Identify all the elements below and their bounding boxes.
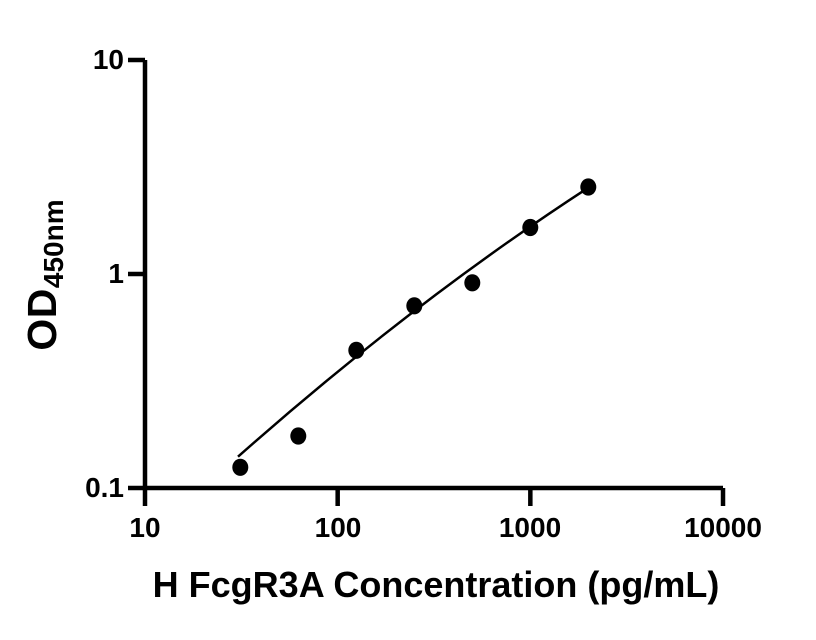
x-axis-title: H FcgR3A Concentration (pg/mL) <box>152 564 720 605</box>
data-point <box>406 297 423 315</box>
data-point <box>580 178 597 196</box>
axes-frame <box>142 60 723 491</box>
y-axis-title-main: OD <box>19 288 65 351</box>
data-point <box>290 427 307 445</box>
y-tick-label-0p1: 0.1 <box>85 472 124 503</box>
data-point <box>348 341 365 359</box>
x-tick-label-100: 100 <box>314 512 362 543</box>
y-tick-label-1: 1 <box>108 258 124 289</box>
x-tick-label-10000: 10000 <box>684 512 762 543</box>
data-point <box>522 218 539 237</box>
y-tick-label-10: 10 <box>92 44 124 75</box>
x-tick-label-10: 10 <box>129 512 161 543</box>
y-axis-title: OD450nm <box>19 125 70 425</box>
data-point <box>464 274 481 292</box>
y-axis-title-subscript: 450nm <box>38 199 69 289</box>
x-tick-label-1000: 1000 <box>498 512 562 543</box>
data-point <box>232 458 249 476</box>
